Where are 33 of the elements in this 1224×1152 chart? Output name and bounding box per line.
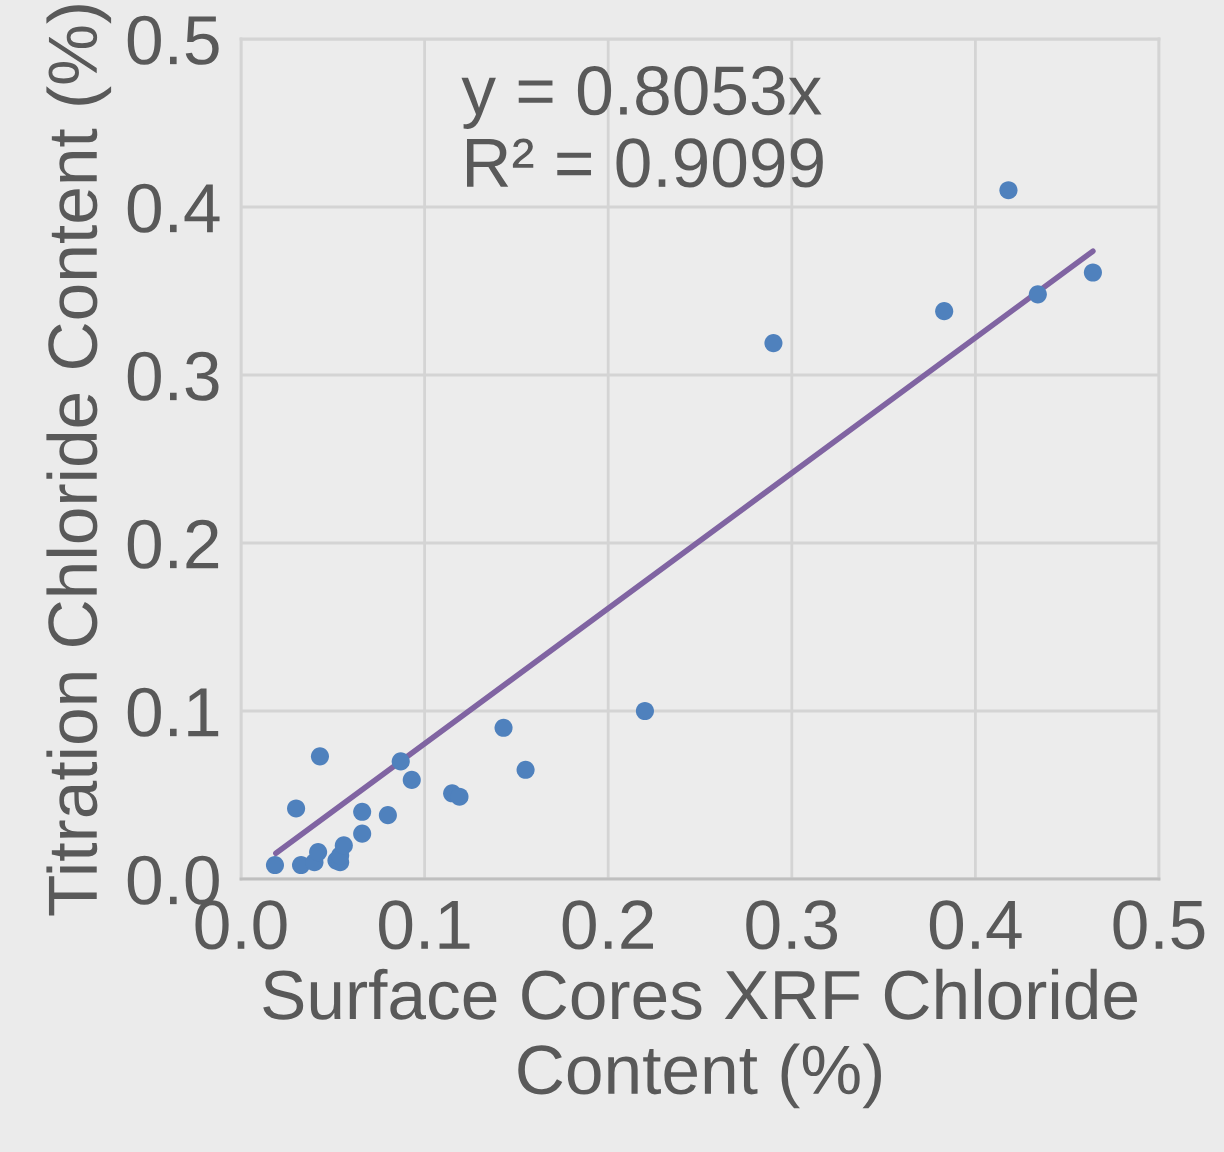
- annotation: y = 0.8053x: [461, 66, 822, 129]
- point: [265, 856, 285, 875]
- point: [378, 806, 397, 825]
- y-tick-label: 0.1: [127, 687, 219, 737]
- annotation: R² = 0.9099: [467, 138, 823, 188]
- x-tick-label: 0.4: [929, 900, 1022, 950]
- y-tick-label: 0.2: [127, 519, 219, 569]
- point: [516, 760, 535, 779]
- point: [391, 752, 410, 771]
- y-tick-label: 0.4: [127, 183, 220, 233]
- point: [999, 181, 1018, 200]
- y-tick-label: 0.3: [127, 351, 219, 401]
- point: [287, 799, 306, 818]
- point: [1028, 285, 1047, 304]
- x-tick-label: 0.2: [562, 900, 653, 950]
- point: [935, 302, 954, 321]
- x-tick-label: 0.5: [1113, 900, 1205, 950]
- point: [309, 843, 328, 862]
- point: [310, 747, 329, 766]
- point: [334, 836, 353, 855]
- point: [1083, 263, 1102, 282]
- point: [450, 787, 469, 806]
- y-tick-label: 0.5: [127, 15, 219, 65]
- point: [494, 718, 513, 737]
- y-axis-title: Titration Chloride Content (%): [46, 5, 112, 916]
- point: [353, 824, 372, 843]
- point: [402, 770, 421, 789]
- point: [764, 334, 783, 353]
- x-axis-title: Surface Cores XRF Chloride Content (%): [263, 968, 1137, 1109]
- x-tick-label: 0.3: [746, 900, 838, 950]
- x-tick-label: 0.1: [379, 900, 470, 950]
- point: [353, 802, 372, 821]
- point: [635, 701, 654, 721]
